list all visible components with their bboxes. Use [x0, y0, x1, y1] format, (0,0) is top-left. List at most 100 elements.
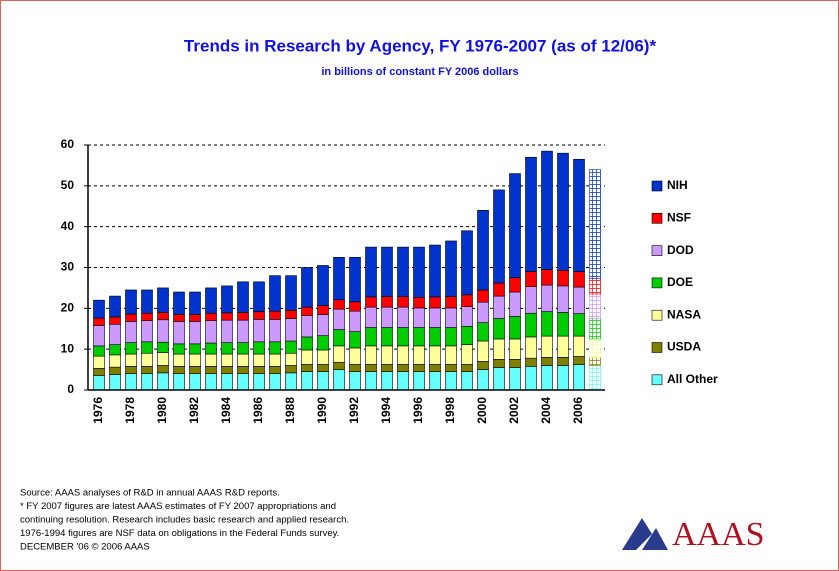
- y-tick-label: 30: [61, 260, 75, 274]
- bar-segment: [413, 246, 425, 298]
- bar-segment: [525, 156, 537, 272]
- bar-segment: [557, 270, 569, 287]
- bar-segment: [573, 271, 585, 288]
- bar-segment: [141, 373, 153, 391]
- logo-icon: [642, 528, 668, 550]
- bar-segment: [125, 289, 137, 315]
- bar-segment: [269, 353, 281, 367]
- bar-segment: [205, 342, 217, 355]
- x-tick-label: 1984: [219, 397, 233, 424]
- bar-segment: [301, 371, 313, 391]
- bar-segment: [109, 316, 121, 325]
- legend-swatch: [651, 374, 663, 386]
- bar-segment: [509, 173, 521, 279]
- bar-segment: [381, 327, 393, 347]
- bar-segment: [125, 366, 137, 374]
- bar-segment: [269, 373, 281, 391]
- bar-segment: [509, 367, 521, 391]
- bar-segment: [365, 306, 377, 328]
- bar-segment: [381, 371, 393, 391]
- x-tick-label: 1982: [187, 397, 201, 424]
- bar-segment: [557, 365, 569, 391]
- chart-subtitle: in billions of constant FY 2006 dollars: [321, 66, 518, 78]
- x-tick-label: 1994: [379, 397, 393, 424]
- legend-label: NASA: [667, 307, 701, 321]
- bar-segment: [221, 353, 233, 367]
- bar-segment: [173, 366, 185, 374]
- x-tick-label: 1976: [91, 397, 105, 424]
- bar-segment: [429, 363, 441, 372]
- bar-segment: [477, 369, 489, 391]
- bar-segment: [221, 342, 233, 355]
- bar-segment: [157, 372, 169, 391]
- bar-segment: [125, 313, 137, 322]
- bar-segment: [445, 371, 457, 391]
- bar-segment: [157, 352, 169, 366]
- x-tick-label: 1990: [315, 397, 329, 424]
- bar-segment: [381, 296, 393, 308]
- bar-segment: [525, 286, 537, 314]
- bar-segment: [285, 318, 297, 342]
- bar-segment: [125, 342, 137, 355]
- bar-segment: [253, 311, 265, 320]
- bar-segment: [493, 318, 505, 340]
- y-tick-label: 40: [61, 219, 75, 233]
- bar-segment: [333, 256, 345, 301]
- bar-segment: [493, 295, 505, 319]
- x-tick-label: 1986: [251, 397, 265, 424]
- bar-segment: [301, 349, 313, 365]
- source-note: * FY 2007 figures are latest AAAS estima…: [20, 501, 336, 512]
- bar-segment: [317, 314, 329, 336]
- bar-segment: [109, 366, 121, 375]
- bar-segment: [221, 312, 233, 321]
- bar-segment: [285, 310, 297, 319]
- bar-segment: [141, 289, 153, 314]
- bar-segment: [509, 338, 521, 360]
- legend-label: DOE: [667, 275, 693, 289]
- bar-segment: [365, 296, 377, 308]
- bar-segment: [477, 289, 489, 303]
- bar-segment: [381, 306, 393, 328]
- bar-segment: [461, 306, 473, 327]
- bar-segment: [333, 299, 345, 310]
- x-tick-label: 2000: [475, 397, 489, 424]
- bar-segment: [301, 336, 313, 351]
- y-tick-label: 60: [61, 137, 75, 151]
- bar-segment: [109, 295, 121, 318]
- bar-segment: [269, 275, 281, 312]
- y-tick-label: 0: [67, 382, 74, 396]
- bar-segment: [541, 357, 553, 366]
- logo-text: AAAS: [672, 516, 765, 553]
- bar-segment: [525, 357, 537, 367]
- bar-segment: [381, 363, 393, 372]
- bar-segment: [205, 373, 217, 391]
- bar-segment: [477, 361, 489, 370]
- legend-label: USDA: [667, 340, 701, 354]
- bar-segment: [269, 319, 281, 343]
- bar-segment: [253, 366, 265, 374]
- bar-segment: [125, 321, 137, 343]
- bar-segment: [365, 371, 377, 391]
- source-note: continuing resolution. Research includes…: [20, 515, 349, 526]
- bar-segment: [541, 269, 553, 286]
- legend-swatch: [651, 245, 663, 256]
- legend-label: All Other: [667, 372, 718, 386]
- y-tick-label: 20: [61, 301, 75, 315]
- bar-segment: [413, 327, 425, 347]
- bar-segment: [525, 336, 537, 359]
- bar-segment: [541, 335, 553, 358]
- bar-segment: [445, 307, 457, 328]
- bar-segment: [253, 341, 265, 355]
- bar-segment: [157, 287, 169, 313]
- bar-segment: [109, 323, 121, 345]
- bar-segment: [397, 363, 409, 372]
- bar-segment: [285, 340, 297, 354]
- x-tick-label: 2006: [571, 397, 585, 424]
- bar-segment: [349, 310, 361, 332]
- bar-segment: [349, 331, 361, 349]
- x-tick-label: 2002: [507, 397, 521, 424]
- bar-segment: [413, 307, 425, 328]
- bar-segment: [285, 275, 297, 311]
- bar-segment: [237, 281, 249, 313]
- bar-segment: [333, 329, 345, 347]
